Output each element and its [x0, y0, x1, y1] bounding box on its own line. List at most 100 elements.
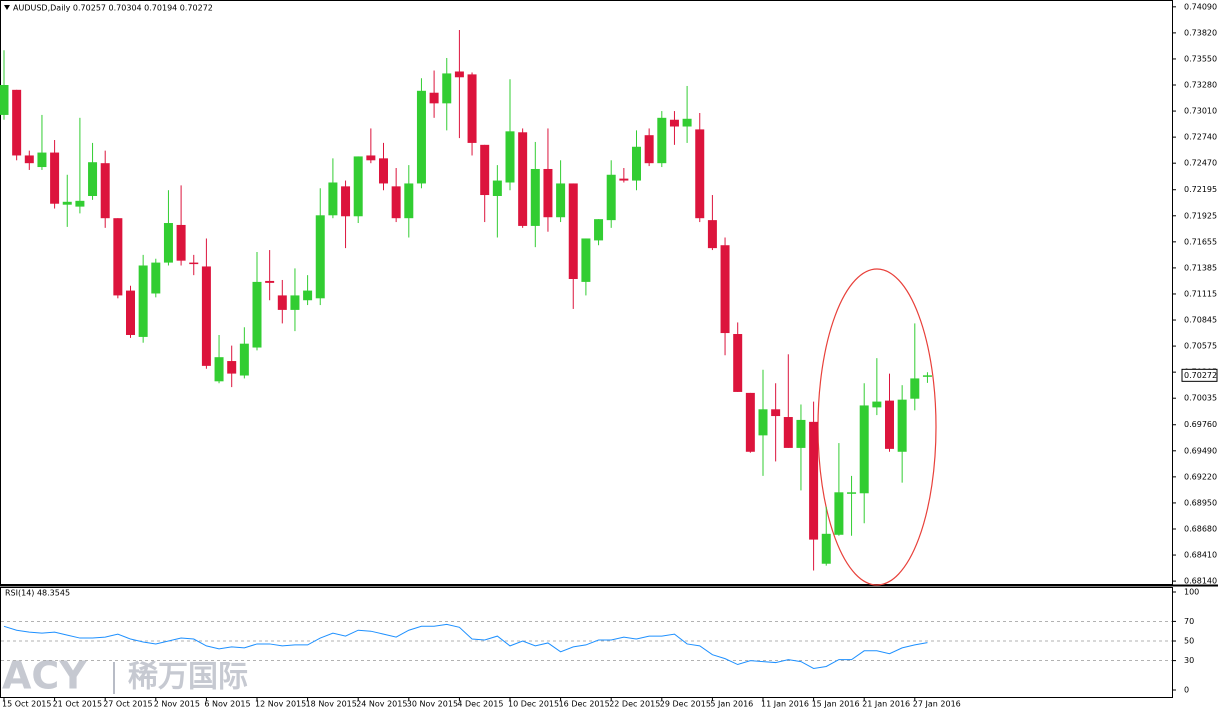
header-triangle: [4, 5, 10, 10]
candle-body: [530, 168, 540, 226]
x-tick-label: 21 Jan 2016: [862, 700, 910, 709]
candle-body: [404, 183, 414, 219]
y-tick-label: 0.69490: [1184, 446, 1217, 455]
candle-body: [303, 290, 313, 301]
candle-body: [12, 89, 22, 156]
y-tick-label: 0.74090: [1184, 2, 1217, 11]
y-tick-label: 0.70845: [1184, 316, 1217, 325]
candle-body: [113, 218, 123, 296]
y-tick-label: 0.69760: [1184, 420, 1217, 429]
candle-body: [783, 417, 793, 448]
candle-body: [847, 492, 857, 494]
candle-body: [277, 295, 287, 310]
rsi-y-tick-label: 30: [1184, 656, 1194, 665]
y-tick-label: 0.70575: [1184, 342, 1217, 351]
candle-body: [505, 131, 515, 183]
y-tick-label: 0.72740: [1184, 133, 1217, 142]
x-tick-label: 15 Jan 2016: [812, 700, 860, 709]
candle-body: [707, 220, 717, 249]
candle-body: [745, 392, 755, 452]
rsi-y-tick-label: 100: [1184, 588, 1199, 597]
rsi-y-tick-label: 50: [1184, 637, 1194, 646]
candle-body: [467, 74, 477, 143]
x-tick-label: 24 Nov 2015: [356, 700, 407, 709]
y-tick-label: 0.68950: [1184, 498, 1217, 507]
x-tick-label: 21 Oct 2015: [53, 700, 102, 709]
y-tick-label: 0.73010: [1184, 107, 1217, 116]
x-tick-label: 4 Dec 2015: [457, 700, 503, 709]
y-tick-label: 0.73550: [1184, 54, 1217, 63]
x-tick-label: 6 Nov 2015: [204, 700, 250, 709]
candle-body: [442, 73, 452, 104]
candle-body: [809, 421, 819, 540]
current-price-label: 0.70272: [1184, 371, 1217, 380]
candle-body: [328, 182, 338, 216]
candle-body: [315, 215, 325, 299]
candle-body: [885, 400, 894, 449]
candle-body: [632, 146, 641, 181]
y-tick-label: 0.71385: [1184, 263, 1217, 272]
rsi-y-tick-label: 70: [1184, 617, 1194, 626]
candle-body: [341, 186, 351, 217]
x-tick-label: 22 Dec 2015: [609, 700, 660, 709]
candle-body: [872, 401, 882, 408]
y-tick-label: 0.72470: [1184, 159, 1217, 168]
candle-body: [429, 92, 439, 104]
candle-body: [859, 405, 869, 494]
candle-body: [454, 71, 464, 78]
candle-body: [682, 118, 692, 127]
candle-body: [834, 492, 844, 535]
candle-body: [189, 262, 199, 265]
x-tick-label: 27 Jan 2016: [913, 700, 961, 709]
watermark-name: 稀万国际: [128, 660, 248, 695]
x-tick-label: 11 Jan 2016: [761, 700, 809, 709]
y-tick-label: 0.73280: [1184, 81, 1217, 90]
candle-body: [416, 90, 426, 184]
candle-body: [265, 280, 275, 283]
x-tick-label: 10 Dec 2015: [508, 700, 559, 709]
x-tick-label: 12 Nov 2015: [255, 700, 306, 709]
candle-body: [126, 290, 135, 335]
candle-body: [151, 262, 161, 294]
main-frame: [0, 0, 1173, 585]
rsi-y-tick-label: 0: [1184, 686, 1189, 695]
candle-body: [897, 399, 907, 452]
candle-body: [37, 152, 47, 168]
candle-body: [391, 186, 401, 219]
candle-body: [492, 180, 502, 196]
candle-body: [910, 378, 920, 399]
x-tick-label: 15 Oct 2015: [2, 700, 51, 709]
candle-body: [758, 409, 768, 436]
chart-header: AUDUSD,Daily 0.70257 0.70304 0.70194 0.7…: [13, 4, 213, 13]
candle-body: [0, 85, 9, 115]
y-tick-label: 0.69220: [1184, 472, 1217, 481]
candle-body: [556, 183, 566, 218]
candle-body: [201, 266, 211, 366]
candle-body: [568, 183, 578, 280]
candle-body: [366, 155, 376, 161]
candle-body: [821, 533, 831, 564]
y-tick-label: 0.68680: [1184, 524, 1217, 533]
x-tick-label: 16 Dec 2015: [559, 700, 610, 709]
candle-body: [480, 144, 490, 196]
candle-body: [379, 158, 388, 184]
candle-body: [518, 132, 528, 226]
candle-body: [733, 334, 743, 392]
current-price-box: [1181, 368, 1218, 382]
y-tick-label: 0.71655: [1184, 237, 1217, 246]
y-tick-label: 0.71115: [1184, 289, 1217, 298]
candle-body: [796, 419, 806, 448]
candle-body: [695, 129, 705, 219]
rsi-frame: [0, 587, 1173, 698]
y-tick-label: 0.73820: [1184, 28, 1217, 37]
x-tick-label: 29 Dec 2015: [660, 700, 711, 709]
candle-body: [771, 409, 781, 417]
candle-body: [606, 174, 616, 221]
watermark-brand: ACY: [2, 654, 87, 698]
highlight-ellipse: [817, 268, 937, 586]
candle-body: [922, 375, 932, 377]
y-tick-label: 0.68140: [1184, 577, 1217, 586]
candle-body: [619, 178, 629, 181]
